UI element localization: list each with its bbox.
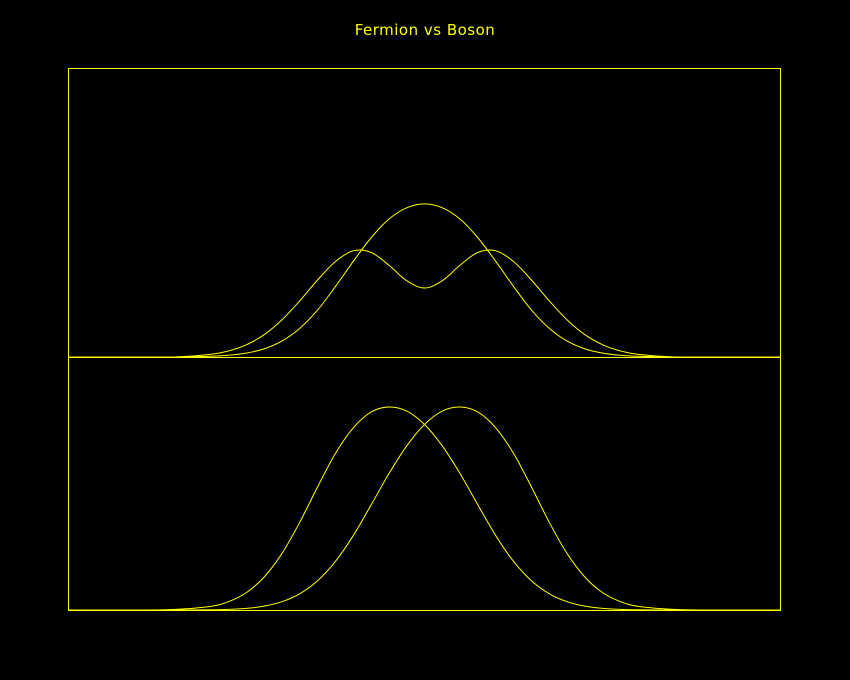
series-layer (68, 203, 781, 611)
panel-1-curve-2 (68, 249, 781, 358)
panel-1-curve-1 (68, 203, 781, 358)
plot-frame (68, 68, 781, 611)
chart-title: Fermion vs Boson (355, 21, 496, 39)
panel-2-curve-1 (68, 406, 781, 611)
panel-2-curve-2 (68, 406, 781, 611)
